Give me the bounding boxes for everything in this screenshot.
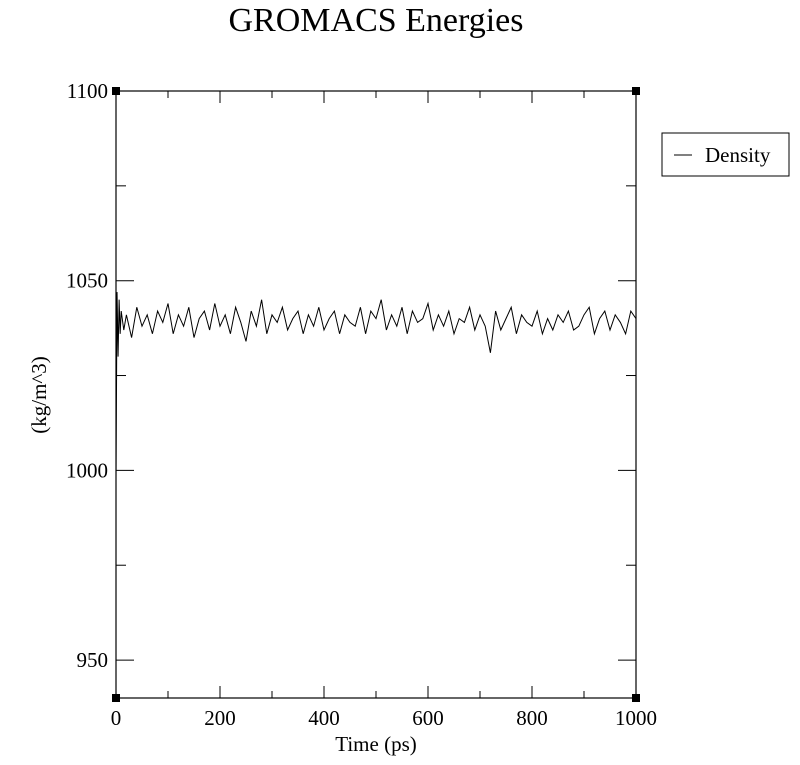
density-series-line [115,292,637,478]
x-tick-label-400: 400 [308,706,340,730]
corner-marker-tl [112,87,120,95]
x-tick-label-600: 600 [412,706,444,730]
y-tick-label-1050: 1050 [66,269,108,293]
x-tick-label-0: 0 [111,706,122,730]
legend: Density [661,132,790,177]
corner-marker-bl [112,694,120,702]
x-tick-label-200: 200 [204,706,236,730]
y-axis-tick-labels: 950 1000 1050 1100 [66,79,108,672]
x-axis-label: Time (ps) [335,732,417,756]
plot-frame [115,90,637,699]
y-tick-label-950: 950 [77,648,109,672]
corner-marker-br [632,694,640,702]
y-axis-label: (kg/m^3) [27,356,51,434]
x-tick-label-1000: 1000 [615,706,657,730]
corner-marker-tr [632,87,640,95]
y-axis-ticks [116,90,636,661]
chart-title: GROMACS Energies [229,2,524,39]
y-tick-label-1000: 1000 [66,458,108,482]
x-tick-label-800: 800 [516,706,548,730]
x-axis-ticks [115,91,637,698]
x-axis-tick-labels: 0 200 400 600 800 1000 [111,706,657,730]
corner-markers [112,87,640,702]
y-tick-label-1100: 1100 [67,79,108,103]
legend-label-density: Density [705,143,771,167]
